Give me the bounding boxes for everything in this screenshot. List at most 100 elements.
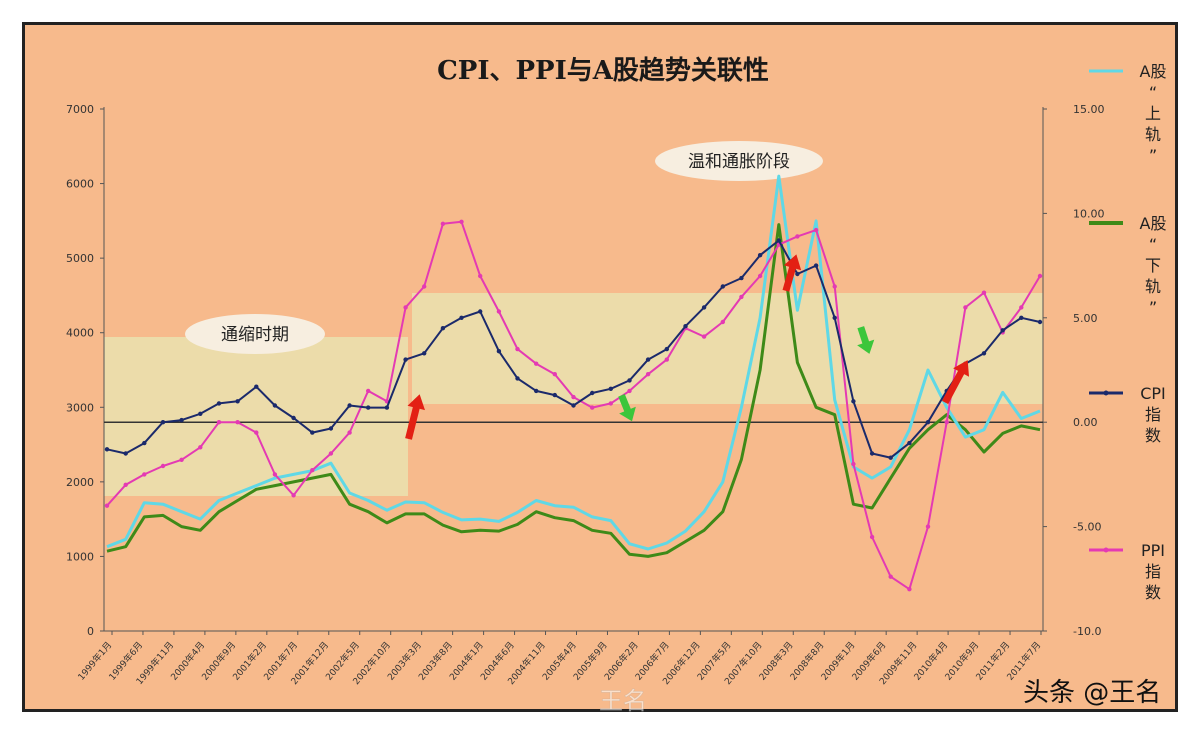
right-tick-label: -10.0	[1073, 625, 1101, 638]
right-tick-label: -5.00	[1073, 521, 1101, 534]
series-point-cpi	[123, 451, 128, 456]
series-point-cpi	[664, 346, 669, 352]
right-tick-label: 5.00	[1073, 312, 1098, 325]
legend-marker-ppi	[1103, 547, 1109, 553]
series-point-cpi	[683, 324, 688, 329]
legend-text-ppi: 数	[1145, 583, 1161, 602]
arrow-down-2009	[857, 326, 875, 354]
left-tick-label: 5000	[66, 252, 94, 265]
series-point-cpi	[515, 376, 520, 381]
legend-text-cpi: 数	[1145, 426, 1161, 445]
legend-text-down: A股	[1140, 214, 1167, 233]
legend-text-ppi: PPI	[1141, 541, 1165, 560]
left-tick-label: 2000	[66, 476, 94, 489]
series-point-cpi	[552, 392, 557, 398]
series-point-ppi	[272, 472, 278, 477]
series-point-ppi	[963, 305, 968, 310]
series-point-cpi	[869, 451, 875, 456]
series-point-ppi	[123, 482, 128, 487]
chart-title: CPI、PPI与A股趋势关联性	[437, 56, 769, 86]
series-point-cpi	[1019, 315, 1024, 320]
series-point-ppi	[869, 534, 875, 540]
series-point-cpi	[478, 309, 483, 314]
series-point-ppi	[627, 388, 632, 394]
legend-text-up: 上	[1145, 104, 1161, 123]
series-point-ppi	[888, 574, 893, 579]
series-point-ppi	[608, 401, 613, 406]
series-point-cpi	[179, 417, 184, 423]
series-point-cpi	[142, 440, 147, 446]
series-point-cpi	[795, 271, 800, 277]
left-tick-label: 7000	[66, 103, 94, 116]
legend-text-up: “	[1149, 83, 1157, 102]
series-point-ppi	[254, 430, 259, 435]
series-point-cpi	[347, 403, 352, 408]
series-point-cpi	[403, 357, 408, 362]
series-point-ppi	[664, 357, 669, 362]
series-point-ppi	[235, 420, 240, 425]
series-point-ppi	[142, 472, 147, 477]
left-tick-label: 6000	[66, 178, 94, 191]
chart-frame: CPI、PPI与A股趋势关联性 通缩时期 温和通胀阶段 0 1000 2000 300…	[22, 22, 1178, 715]
series-point-cpi	[198, 411, 203, 416]
series-point-cpi	[216, 401, 222, 406]
series-point-cpi	[160, 420, 166, 425]
series-point-cpi	[328, 426, 334, 431]
series-point-cpi	[925, 420, 931, 425]
series-point-cpi	[851, 399, 856, 404]
series-point-cpi	[645, 357, 651, 362]
chart-svg: CPI、PPI与A股趋势关联性 通缩时期 温和通胀阶段 0 1000 2000 300…	[66, 56, 1166, 715]
series-point-cpi	[720, 284, 725, 289]
series-line-down-band	[106, 223, 1041, 558]
right-tick-label: 10.00	[1073, 207, 1105, 220]
series-point-cpi	[272, 403, 278, 408]
series-point-cpi	[366, 405, 371, 410]
series-point-cpi	[627, 378, 632, 383]
deflation-annotation-bubble	[185, 314, 325, 354]
series-point-ppi	[179, 457, 184, 462]
legend-text-cpi: 指	[1145, 405, 1161, 424]
series-point-ppi	[160, 463, 166, 469]
series-point-ppi	[104, 503, 110, 508]
deflation-annotation: 通缩时期	[221, 325, 289, 345]
series-point-ppi	[534, 361, 539, 366]
arrow-up-2010	[942, 360, 970, 405]
right-tick-label: 15.00	[1073, 103, 1105, 116]
legend-text-down: 下	[1145, 256, 1161, 275]
arrow-up-2008	[782, 254, 802, 292]
series-point-ppi	[590, 405, 595, 410]
left-tick-label: 0	[87, 625, 94, 638]
legend-text-up: 轨	[1145, 125, 1161, 144]
series-point-ppi	[645, 372, 651, 377]
legend-text-down: 轨	[1145, 277, 1161, 296]
series-point-cpi	[496, 349, 502, 354]
left-tick-label: 1000	[66, 550, 94, 563]
series-point-cpi	[384, 405, 390, 410]
right-axis-ticks: -10.0 -5.00 0.00 5.00 10.00 15.00	[1043, 103, 1105, 638]
legend-marker-cpi	[1103, 390, 1109, 396]
series-point-cpi	[907, 440, 912, 446]
series-line-up-band	[106, 174, 1041, 551]
series-point-cpi	[888, 455, 893, 460]
inflation-annotation-bubble	[655, 141, 823, 181]
series-point-cpi	[422, 351, 427, 356]
series-point-cpi	[440, 326, 446, 331]
series-point-ppi	[981, 290, 987, 295]
series-point-ppi	[813, 227, 819, 233]
x-axis-ticks: 1999年1月1999年6月1999年11月2000年4月2000年9月2001…	[75, 631, 1043, 687]
left-axis-ticks: 0 1000 2000 3000 4000 5000 6000 7000	[66, 103, 104, 638]
series-point-ppi	[496, 309, 502, 314]
trend-arrows	[405, 254, 970, 440]
legend-text-down: “	[1149, 235, 1157, 254]
legend-text-up: ”	[1149, 146, 1157, 165]
series-point-ppi	[198, 445, 203, 450]
series-point-ppi	[1019, 305, 1024, 310]
legend-text-cpi: CPI	[1140, 384, 1166, 403]
series-point-ppi	[328, 451, 334, 456]
left-tick-label: 4000	[66, 327, 94, 340]
series-point-ppi	[310, 468, 315, 473]
series-point-cpi	[832, 315, 837, 320]
series-point-ppi	[515, 346, 520, 352]
series-point-ppi	[1037, 273, 1043, 279]
